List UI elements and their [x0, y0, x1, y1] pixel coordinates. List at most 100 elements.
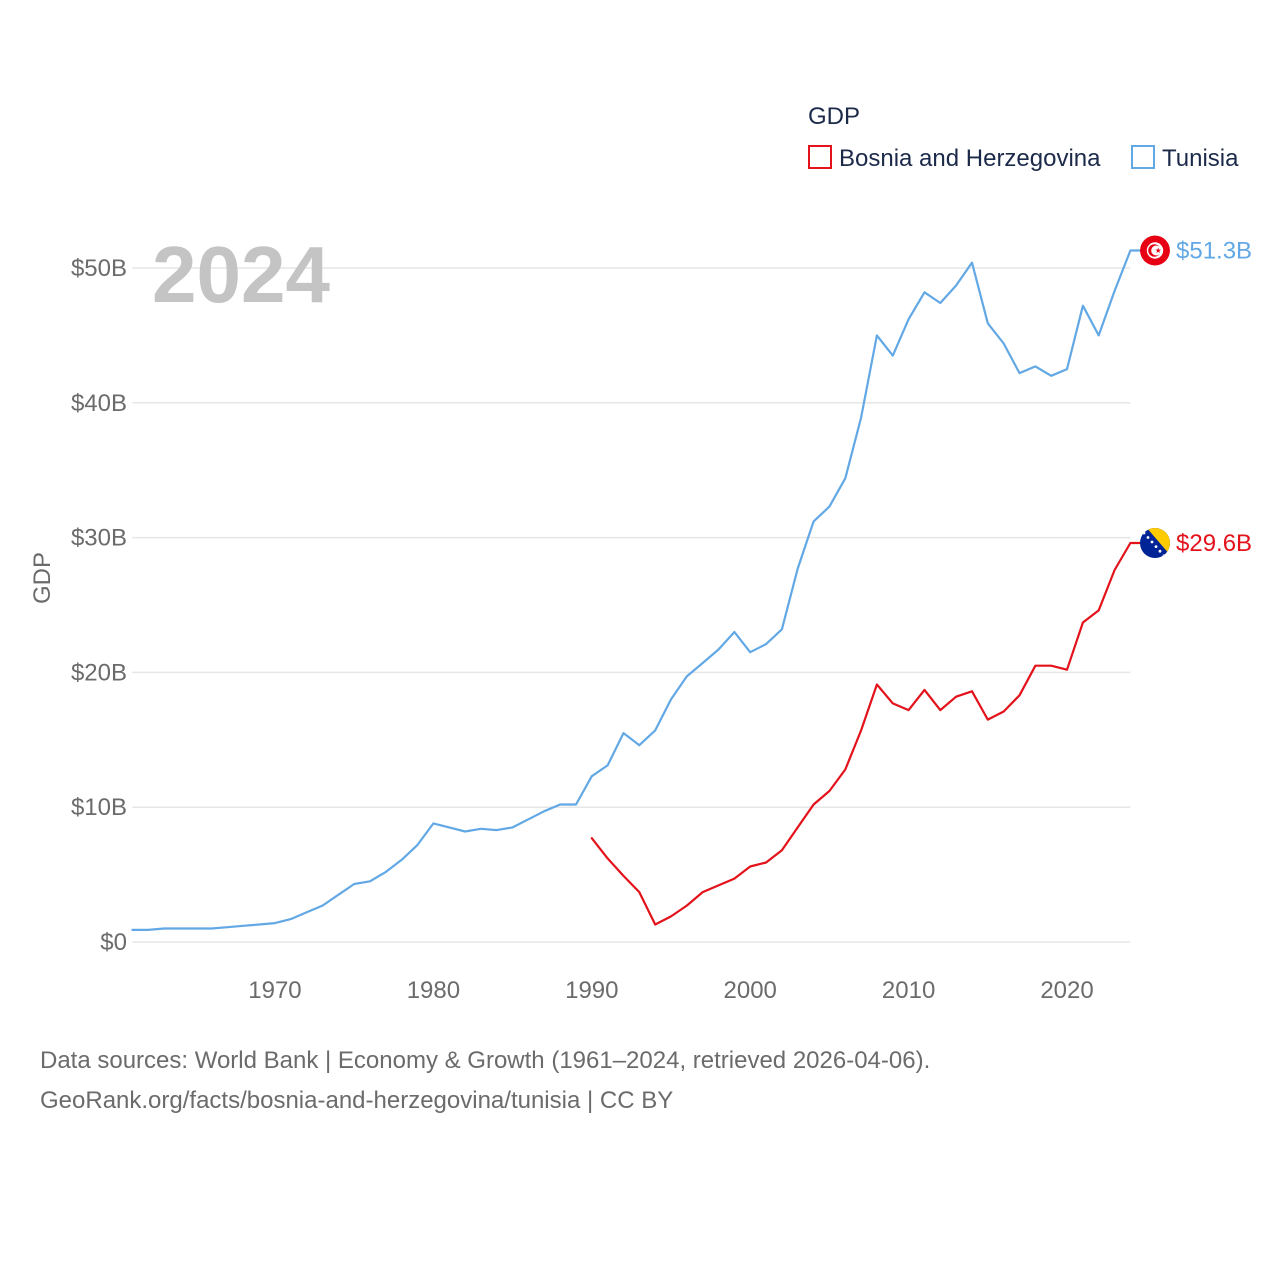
tunisia-point	[605, 762, 611, 768]
bosnia-and-herzegovina-point	[858, 727, 864, 733]
bosnia-flag-body	[1140, 528, 1170, 558]
tunisia-point	[937, 300, 943, 306]
y-tick-label: $30B	[71, 525, 127, 552]
tunisia-point	[304, 909, 310, 915]
bosnia-and-herzegovina-point	[890, 700, 896, 706]
bosnia-flag-star	[1146, 536, 1150, 539]
tunisia-point	[161, 926, 167, 932]
bosnia-and-herzegovina-point	[1064, 667, 1070, 673]
tunisia-point	[874, 332, 880, 338]
tunisia-point	[446, 824, 452, 830]
tunisia-point	[367, 878, 373, 884]
bosnia-flag-star	[1158, 549, 1162, 553]
tunisia-point	[430, 820, 436, 826]
tunisia-point	[589, 773, 595, 779]
tunisia-point	[177, 926, 183, 932]
legend-label-tunisia[interactable]: Tunisia	[1162, 145, 1239, 172]
tunisia-point	[652, 727, 658, 733]
tunisia-point	[1032, 363, 1038, 369]
bosnia-and-herzegovina-point	[969, 688, 975, 694]
bosnia-flag-triangle	[1146, 528, 1170, 556]
legend-swatch-bosnia-and-herzegovina[interactable]	[808, 145, 832, 169]
bosnia-and-herzegovina-point	[668, 913, 674, 919]
bosnia-and-herzegovina-point	[700, 889, 706, 895]
tunisia-point	[747, 649, 753, 655]
x-tick-label: 1970	[248, 977, 301, 1004]
bosnia-and-herzegovina-point	[1017, 692, 1023, 698]
bosnia-and-herzegovina-point	[763, 859, 769, 865]
tunisia-point	[1096, 332, 1102, 338]
tunisia-flag-body	[1140, 235, 1170, 266]
y-tick-label: $20B	[71, 659, 127, 686]
x-tick-label: 2000	[724, 977, 777, 1004]
tunisia-point	[953, 283, 959, 289]
tunisia-point	[383, 869, 389, 875]
bosnia-flag-star	[1142, 531, 1146, 535]
tunisia-point	[557, 802, 563, 808]
bosnia-and-herzegovina-point	[1032, 663, 1038, 669]
tunisia-point	[462, 828, 468, 834]
tunisia-point	[272, 920, 278, 926]
bosnia-and-herzegovina-point	[605, 855, 611, 861]
bosnia-and-herzegovina-point	[1001, 708, 1007, 714]
year-label: 2024	[152, 230, 330, 319]
bosnia-and-herzegovina-point	[589, 835, 595, 841]
source-line-2[interactable]: GeoRank.org/facts/bosnia-and-herzegovina…	[40, 1087, 673, 1114]
tunisia-point	[129, 927, 135, 933]
tunisia-point	[224, 924, 230, 930]
bosnia-and-herzegovina-point	[1127, 540, 1133, 546]
bosnia-and-herzegovina-point	[811, 802, 817, 808]
tunisia-point	[969, 260, 975, 266]
bosnia-and-herzegovina-point	[779, 847, 785, 853]
bosnia-flag-icon	[1140, 528, 1170, 558]
tunisia-point	[240, 923, 246, 929]
tunisia-point	[319, 903, 325, 909]
bosnia-and-herzegovina-point	[716, 882, 722, 888]
y-axis: $0 $10B $20B $30B $40B $50B	[71, 255, 127, 956]
series-line-bosnia-and-herzegovina[interactable]	[590, 541, 1142, 926]
bosnia-flag-star	[1150, 540, 1154, 544]
tunisia-point	[716, 646, 722, 652]
tunisia-point	[890, 353, 896, 359]
tunisia-point	[731, 629, 737, 635]
tunisia-point	[478, 826, 484, 832]
tunisia-point	[795, 566, 801, 572]
bosnia-and-herzegovina-point	[1080, 620, 1086, 626]
tunisia-point	[288, 916, 294, 922]
source-line-1: Data sources: World Bank | Economy & Gro…	[40, 1047, 930, 1074]
tunisia-point	[668, 696, 674, 702]
bosnia-flag-star	[1154, 545, 1158, 548]
tunisia-point	[684, 673, 690, 679]
x-tick-label: 1990	[565, 977, 618, 1004]
tunisia-point	[985, 320, 991, 326]
legend: GDP Bosnia and Herzegovina Tunisia	[808, 103, 1239, 172]
series-line-tunisia[interactable]	[131, 249, 1142, 931]
bosnia-and-herzegovina-point	[937, 707, 943, 713]
bosnia-and-herzegovina-point	[620, 873, 626, 879]
tunisia-point	[763, 641, 769, 647]
tunisia-point	[335, 892, 341, 898]
bosnia-and-herzegovina-point	[985, 717, 991, 723]
tunisia-point	[1048, 373, 1054, 379]
tunisia-point	[351, 881, 357, 887]
y-tick-label: $40B	[71, 390, 127, 417]
legend-label-bosnia-and-herzegovina[interactable]: Bosnia and Herzegovina	[839, 145, 1101, 172]
end-label-bosnia-and-herzegovina: $29.6B	[1176, 530, 1252, 557]
bosnia-and-herzegovina-point	[874, 682, 880, 688]
tunisia-point	[826, 504, 832, 510]
tunisia-point	[700, 660, 706, 666]
bosnia-and-herzegovina-point	[747, 864, 753, 870]
tunisia-flag-star	[1155, 247, 1162, 253]
tunisia-flag-crescent-cut	[1151, 245, 1162, 256]
bosnia-flag-stars	[1142, 531, 1166, 558]
bosnia-and-herzegovina-point	[1112, 567, 1118, 573]
legend-swatch-tunisia[interactable]	[1131, 145, 1155, 169]
tunisia-point	[779, 626, 785, 632]
x-axis: 1970 1980 1990 2000 2010 2020	[248, 977, 1093, 1004]
bosnia-and-herzegovina-point	[906, 707, 912, 713]
x-tick-label: 2010	[882, 977, 935, 1004]
tunisia-point	[921, 289, 927, 295]
bosnia-and-herzegovina-point	[684, 903, 690, 909]
